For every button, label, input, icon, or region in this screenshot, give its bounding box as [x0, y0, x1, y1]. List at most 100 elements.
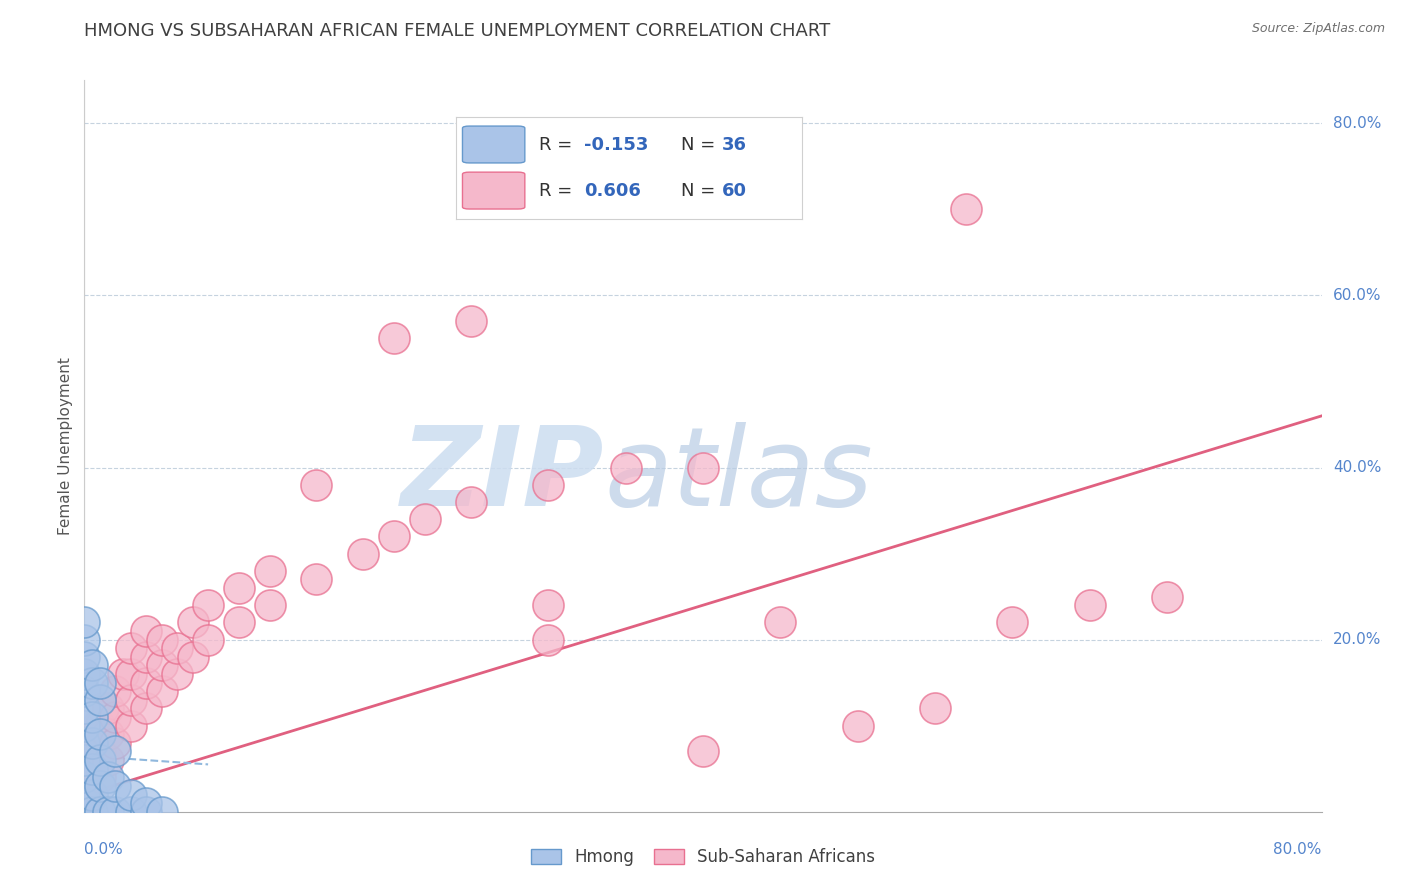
Point [120, 788, 142, 802]
Point [82, 736, 104, 750]
Point [73, 788, 96, 802]
Point [89, 727, 111, 741]
Text: 0.0%: 0.0% [84, 842, 124, 857]
Point [86, 719, 108, 733]
Point [259, 564, 281, 578]
Point [82, 805, 104, 819]
Point [104, 779, 127, 793]
FancyBboxPatch shape [463, 172, 524, 209]
Point [104, 684, 127, 698]
Point [73, 684, 96, 698]
Point [120, 641, 142, 656]
Point [120, 805, 142, 819]
Text: HMONG VS SUBSAHARAN AFRICAN FEMALE UNEMPLOYMENT CORRELATION CHART: HMONG VS SUBSAHARAN AFRICAN FEMALE UNEMP… [84, 22, 831, 40]
Point [73, 805, 96, 819]
Point [460, 314, 482, 328]
Point [120, 693, 142, 707]
Point [104, 710, 127, 724]
Point [89, 770, 111, 784]
Point [197, 632, 219, 647]
Point [305, 477, 328, 491]
Point [73, 736, 96, 750]
Text: 0.606: 0.606 [583, 182, 641, 200]
Text: atlas: atlas [605, 422, 873, 529]
Point [1078, 598, 1101, 612]
Point [89, 693, 111, 707]
Point [181, 615, 204, 630]
Point [460, 495, 482, 509]
Point [73, 753, 96, 767]
Point [166, 667, 188, 681]
Point [537, 632, 560, 647]
Text: ZIP: ZIP [401, 422, 605, 529]
FancyBboxPatch shape [463, 126, 524, 163]
Point [104, 805, 127, 819]
Point [73, 770, 96, 784]
Point [96, 753, 118, 767]
Point [82, 788, 104, 802]
Point [112, 667, 135, 681]
Point [537, 598, 560, 612]
Point [82, 788, 104, 802]
Point [89, 805, 111, 819]
Point [259, 598, 281, 612]
Text: 60: 60 [723, 182, 748, 200]
Point [135, 649, 157, 664]
Point [846, 719, 869, 733]
Point [382, 331, 405, 345]
Point [955, 202, 977, 217]
Point [96, 701, 118, 715]
Point [150, 632, 173, 647]
Point [73, 796, 96, 810]
Point [82, 736, 104, 750]
Point [614, 460, 637, 475]
Point [73, 632, 96, 647]
Point [228, 615, 250, 630]
Text: 36: 36 [723, 136, 748, 153]
Point [692, 460, 714, 475]
Text: R =: R = [538, 136, 578, 153]
Point [104, 736, 127, 750]
Point [228, 581, 250, 595]
Text: R =: R = [538, 182, 578, 200]
Point [120, 719, 142, 733]
Point [73, 649, 96, 664]
Text: 20.0%: 20.0% [1333, 632, 1381, 647]
Text: 80.0%: 80.0% [1333, 116, 1381, 131]
Point [82, 762, 104, 776]
Point [89, 753, 111, 767]
Point [82, 762, 104, 776]
Point [1156, 590, 1178, 604]
Point [135, 805, 157, 819]
Point [82, 675, 104, 690]
Point [73, 719, 96, 733]
Point [135, 796, 157, 810]
Point [135, 675, 157, 690]
Point [96, 805, 118, 819]
Point [89, 744, 111, 758]
Point [382, 529, 405, 543]
Point [73, 719, 96, 733]
Point [96, 770, 118, 784]
Point [89, 675, 111, 690]
Text: Source: ZipAtlas.com: Source: ZipAtlas.com [1251, 22, 1385, 36]
Point [305, 573, 328, 587]
Point [73, 667, 96, 681]
Text: N =: N = [681, 182, 721, 200]
Point [352, 547, 374, 561]
Point [91, 701, 114, 715]
Text: N =: N = [681, 136, 721, 153]
Point [197, 598, 219, 612]
Point [73, 701, 96, 715]
Point [73, 615, 96, 630]
Point [96, 727, 118, 741]
Point [150, 805, 173, 819]
Point [73, 770, 96, 784]
Text: 40.0%: 40.0% [1333, 460, 1381, 475]
Point [924, 701, 946, 715]
Point [82, 710, 104, 724]
Point [73, 736, 96, 750]
Point [692, 744, 714, 758]
Point [135, 624, 157, 638]
Text: 60.0%: 60.0% [1333, 288, 1381, 303]
